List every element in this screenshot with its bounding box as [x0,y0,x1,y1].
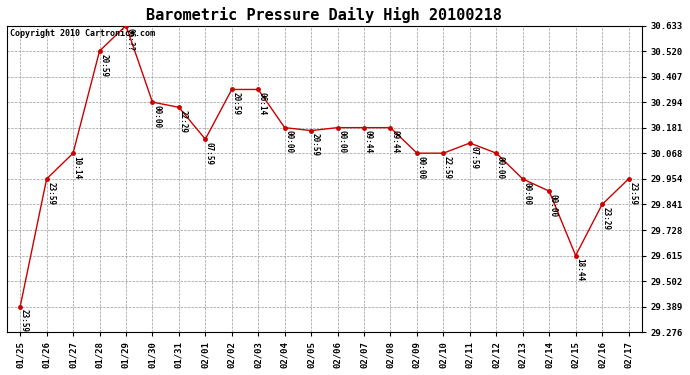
Text: 00:00: 00:00 [496,156,505,179]
Text: 09:44: 09:44 [390,130,399,153]
Text: Copyright 2010 Cartronics.com: Copyright 2010 Cartronics.com [10,28,155,38]
Text: 23:29: 23:29 [602,207,611,230]
Text: 22:29: 22:29 [179,110,188,133]
Text: 07:59: 07:59 [469,146,478,169]
Text: 18:44: 18:44 [575,258,584,282]
Text: 00:00: 00:00 [152,105,161,128]
Text: 23:59: 23:59 [20,309,29,333]
Text: 06:??: 06:?? [126,28,135,51]
Text: 20:59: 20:59 [99,54,108,77]
Text: 00:00: 00:00 [549,194,558,217]
Text: 00:00: 00:00 [417,156,426,179]
Text: 06:14: 06:14 [258,92,267,116]
Text: 00:00: 00:00 [284,130,293,153]
Text: 20:59: 20:59 [310,134,319,156]
Text: 23:59: 23:59 [46,182,55,205]
Text: 09:44: 09:44 [364,130,373,153]
Text: 10:14: 10:14 [72,156,81,179]
Text: 00:00: 00:00 [522,182,531,205]
Text: 00:00: 00:00 [337,130,346,153]
Text: 23:59: 23:59 [628,182,638,205]
Text: 22:59: 22:59 [443,156,452,179]
Text: 07:59: 07:59 [205,142,214,165]
Text: 20:59: 20:59 [231,92,240,116]
Title: Barometric Pressure Daily High 20100218: Barometric Pressure Daily High 20100218 [146,7,502,23]
